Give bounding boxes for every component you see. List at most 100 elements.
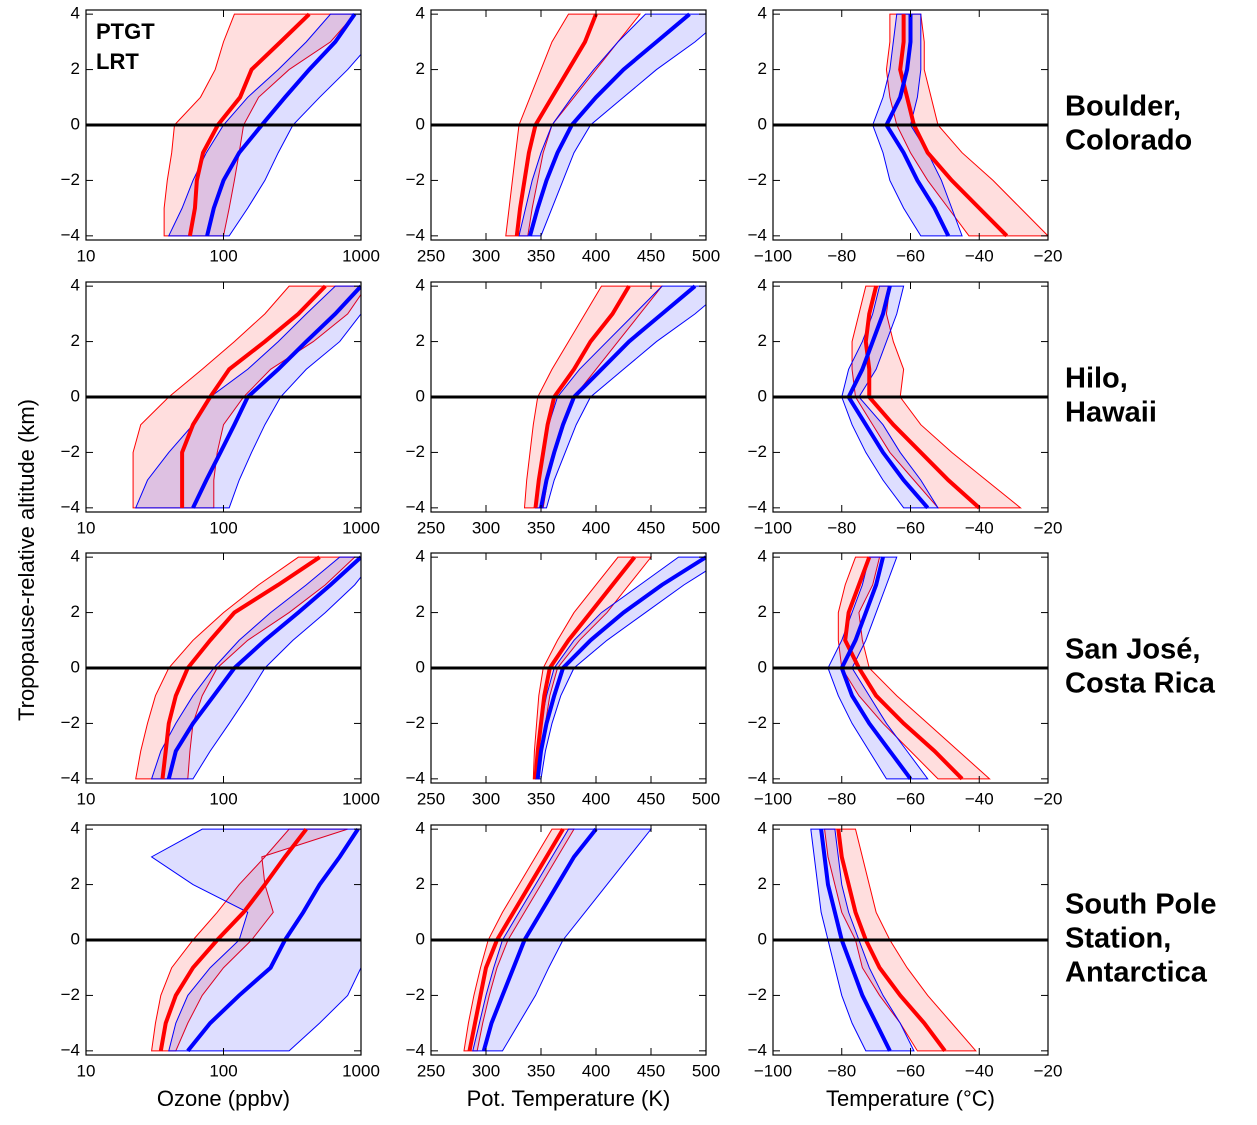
y-tick-label: −2 [406,170,425,189]
x-tick-label: 300 [472,246,500,265]
y-tick-label: −2 [61,442,80,461]
y-tick-label: −4 [61,225,80,244]
y-tick-label: −4 [406,1040,425,1059]
y-tick-label: 0 [758,657,767,676]
station-label: Station, [1065,923,1171,955]
y-tick-label: 0 [758,386,767,405]
x-tick-label: −100 [754,1061,792,1080]
y-tick-label: 4 [416,276,425,295]
y-tick-label: 4 [71,4,80,23]
y-tick-label: 0 [758,929,767,948]
x-tick-label: 300 [472,518,500,537]
y-tick-label: 0 [71,657,80,676]
y-tick-label: 2 [71,59,80,78]
y-tick-label: 0 [416,386,425,405]
x-axis-label: Ozone (ppbv) [157,1086,290,1111]
x-tick-label: 400 [582,518,610,537]
x-tick-label: −100 [754,518,792,537]
y-tick-label: 4 [758,4,767,23]
x-tick-label: −100 [754,789,792,808]
station-label: South Pole [1065,889,1216,921]
station-label: Hawaii [1065,397,1157,429]
x-tick-label: 100 [209,518,237,537]
x-tick-label: 1000 [342,789,380,808]
x-tick-label: −100 [754,246,792,265]
y-tick-label: 2 [758,602,767,621]
legend-entry: LRT [96,49,139,74]
y-tick-label: 2 [416,59,425,78]
x-tick-label: −20 [1034,1061,1063,1080]
y-tick-label: 2 [416,602,425,621]
x-tick-label: −20 [1034,518,1063,537]
station-label: Costa Rica [1065,668,1216,700]
x-tick-label: 10 [77,1061,96,1080]
station-label: San José, [1065,634,1200,666]
band [810,828,915,1052]
y-tick-label: −4 [406,768,425,787]
y-tick-label: −2 [406,713,425,732]
band [827,556,929,780]
x-tick-label: 350 [527,518,555,537]
x-tick-label: 10 [77,789,96,808]
x-tick-label: 350 [527,246,555,265]
y-tick-label: −2 [61,713,80,732]
x-tick-label: 400 [582,789,610,808]
x-tick-label: −80 [827,518,856,537]
y-tick-label: 4 [416,4,425,23]
y-tick-label: −4 [406,497,425,516]
y-tick-label: −4 [748,497,767,516]
x-tick-label: 250 [417,246,445,265]
station-label: Hilo, [1065,363,1128,395]
x-tick-label: 450 [637,246,665,265]
x-tick-label: −60 [896,1061,925,1080]
y-tick-label: 4 [416,819,425,838]
x-tick-label: 100 [209,1061,237,1080]
y-tick-label: 2 [416,874,425,893]
band [872,13,963,237]
y-tick-label: −2 [61,985,80,1004]
y-tick-label: −4 [61,768,80,787]
y-tick-label: 0 [71,929,80,948]
y-tick-label: −4 [61,1040,80,1059]
y-tick-label: 4 [758,819,767,838]
x-tick-label: −40 [965,1061,994,1080]
y-tick-label: −2 [61,170,80,189]
x-axis-label: Pot. Temperature (K) [467,1086,671,1111]
x-tick-label: 100 [209,246,237,265]
y-tick-label: 2 [416,331,425,350]
x-tick-label: 500 [692,518,720,537]
y-tick-label: 0 [758,114,767,133]
y-tick-label: 2 [71,602,80,621]
y-tick-label: −4 [406,225,425,244]
y-tick-label: −2 [406,442,425,461]
y-tick-label: 2 [758,874,767,893]
x-tick-label: −60 [896,246,925,265]
x-tick-label: −80 [827,1061,856,1080]
legend-entry: PTGT [96,19,155,44]
x-tick-label: 400 [582,1061,610,1080]
station-label: Colorado [1065,125,1192,157]
x-tick-label: 500 [692,1061,720,1080]
x-tick-label: −60 [896,518,925,537]
x-tick-label: −80 [827,789,856,808]
station-label: Boulder, [1065,91,1181,123]
y-tick-label: 2 [71,874,80,893]
x-tick-label: 1000 [342,246,380,265]
y-tick-label: 0 [416,657,425,676]
x-tick-label: −40 [965,789,994,808]
x-tick-label: 450 [637,1061,665,1080]
x-tick-label: 450 [637,789,665,808]
x-tick-label: 250 [417,1061,445,1080]
x-tick-label: 1000 [342,518,380,537]
y-tick-label: 4 [71,547,80,566]
y-tick-label: 0 [71,114,80,133]
x-tick-label: 350 [527,789,555,808]
y-tick-label: −4 [748,225,767,244]
y-tick-label: −2 [748,170,767,189]
x-tick-label: 300 [472,789,500,808]
y-tick-label: −2 [748,442,767,461]
x-tick-label: −40 [965,518,994,537]
y-tick-label: 4 [71,819,80,838]
x-tick-label: 450 [637,518,665,537]
